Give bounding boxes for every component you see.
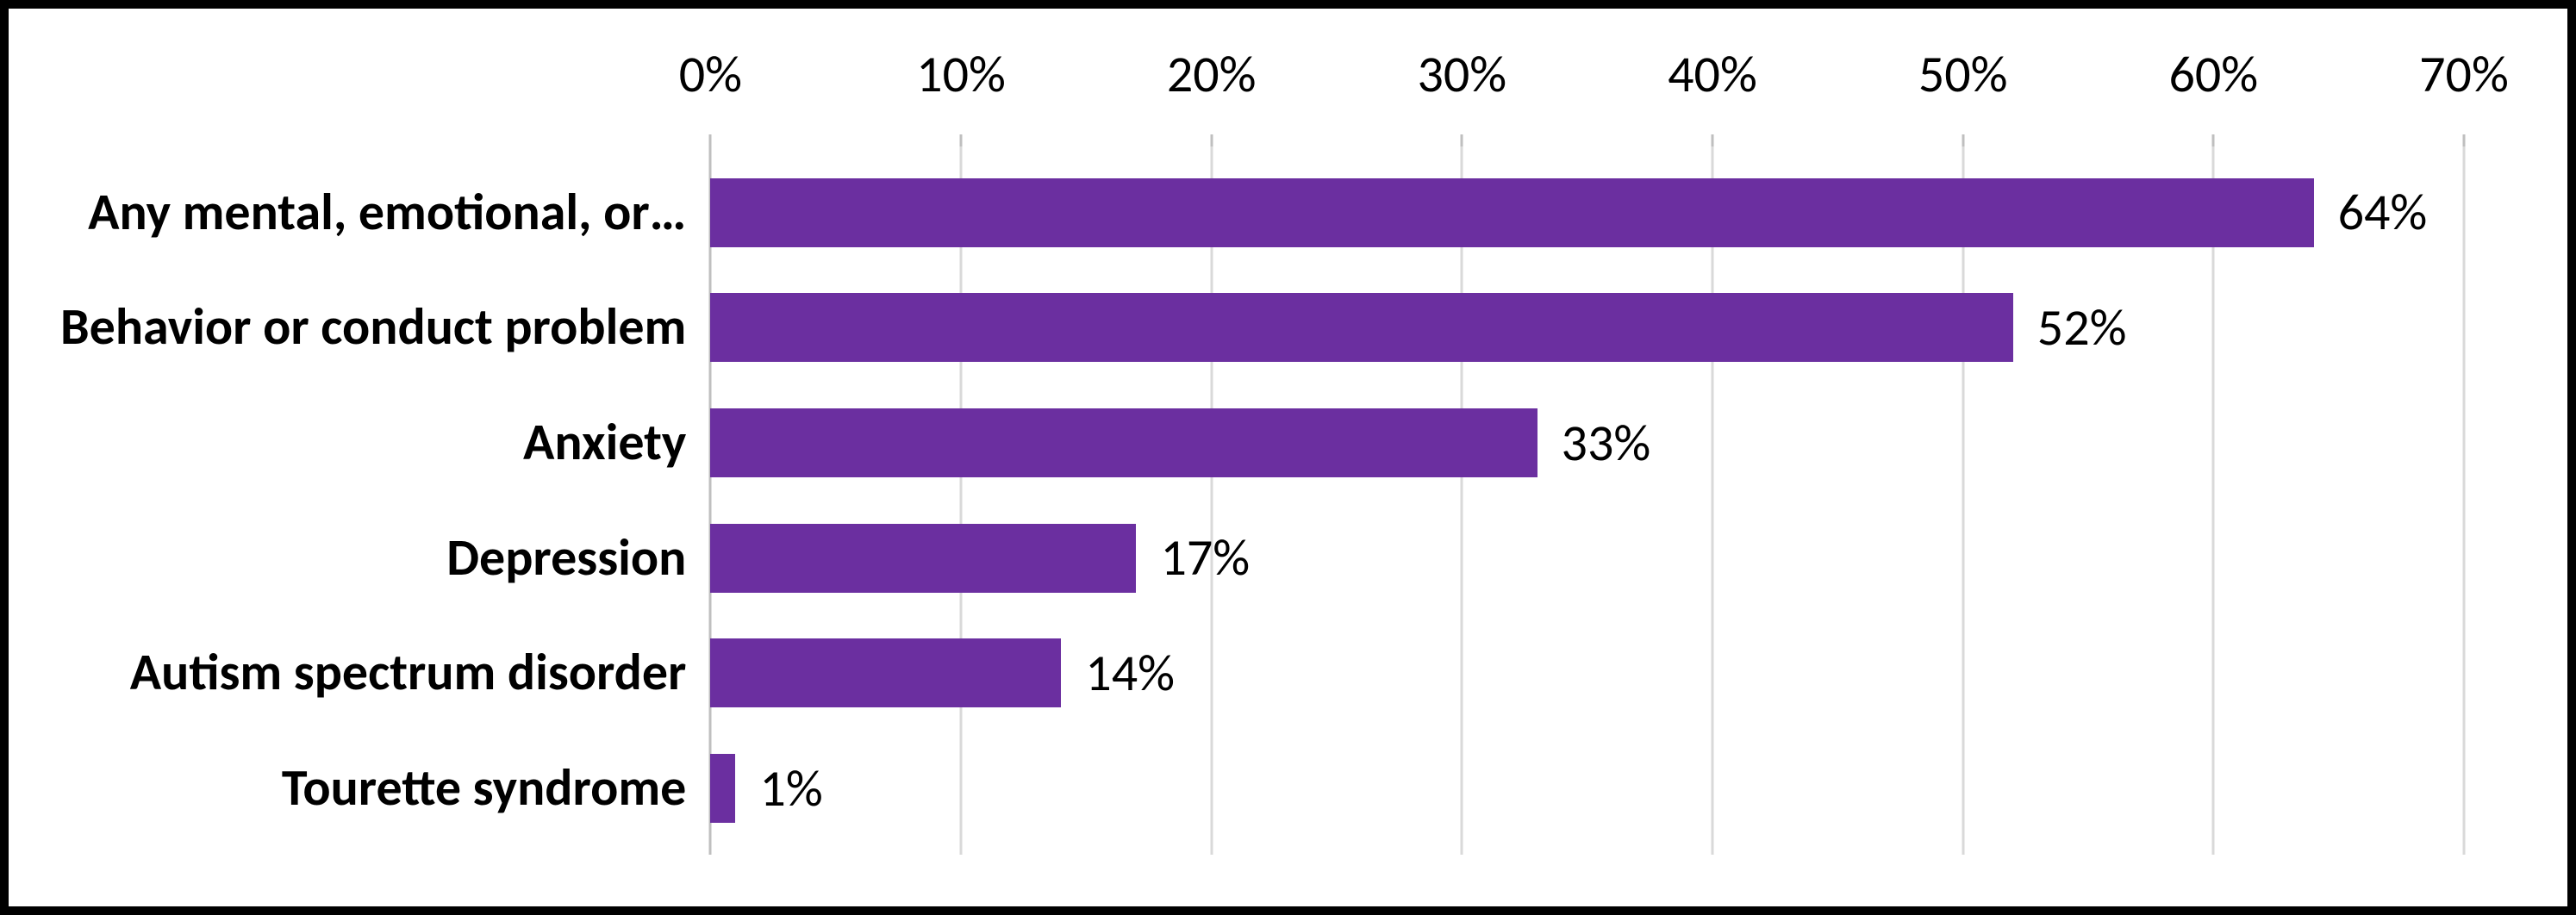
category-label: Behavior or conduct problem bbox=[60, 293, 686, 362]
tick-mark bbox=[1962, 134, 1964, 146]
tick-mark bbox=[1712, 134, 1714, 146]
value-label: 1% bbox=[759, 757, 822, 820]
x-tick-label: 40% bbox=[1668, 43, 1757, 106]
tick-mark bbox=[709, 134, 712, 146]
bar-row: 17% bbox=[710, 524, 2464, 593]
bar-row: 14% bbox=[710, 638, 2464, 707]
plot-area: 64% 52% 33% 17% 14% 1% bbox=[710, 146, 2464, 855]
value-label: 64% bbox=[2338, 181, 2428, 244]
value-label: 14% bbox=[1085, 642, 1175, 705]
value-label: 17% bbox=[1160, 526, 1250, 589]
category-label: Autism spectrum disorder bbox=[60, 638, 686, 707]
x-axis: 0%10%20%30%40%50%60%70% bbox=[710, 43, 2464, 146]
x-tick-label: 0% bbox=[679, 43, 742, 106]
x-tick-label: 30% bbox=[1417, 43, 1506, 106]
bars-container: 64% 52% 33% 17% 14% 1% bbox=[710, 146, 2464, 855]
category-labels: Any mental, emotional, or… Behavior or co… bbox=[60, 146, 710, 855]
category-label: Anxiety bbox=[60, 408, 686, 477]
bar-row: 52% bbox=[710, 293, 2464, 362]
bar bbox=[710, 754, 735, 823]
x-tick-label: 70% bbox=[2419, 43, 2509, 106]
chart-frame: Any mental, emotional, or… Behavior or co… bbox=[0, 0, 2576, 915]
bar bbox=[710, 408, 1537, 477]
plot-column: 0%10%20%30%40%50%60%70% 64%52%33%17%14%1… bbox=[710, 43, 2464, 855]
category-label: Tourette syndrome bbox=[60, 754, 686, 823]
value-label: 52% bbox=[2037, 296, 2127, 359]
category-label: Depression bbox=[60, 524, 686, 593]
x-tick-label: 60% bbox=[2168, 43, 2258, 106]
category-label: Any mental, emotional, or… bbox=[60, 178, 686, 247]
x-tick-label: 10% bbox=[916, 43, 1006, 106]
tick-mark bbox=[2463, 134, 2466, 146]
tick-mark bbox=[960, 134, 963, 146]
tick-mark bbox=[1461, 134, 1463, 146]
x-tick-label: 20% bbox=[1167, 43, 1257, 106]
bar-chart: Any mental, emotional, or… Behavior or co… bbox=[60, 43, 2464, 855]
y-axis: Any mental, emotional, or… Behavior or co… bbox=[60, 43, 710, 855]
bar bbox=[710, 638, 1061, 707]
tick-mark bbox=[1210, 134, 1213, 146]
value-label: 33% bbox=[1562, 412, 1651, 475]
bar bbox=[710, 293, 2012, 362]
bar bbox=[710, 178, 2313, 247]
bar bbox=[710, 524, 1136, 593]
x-tick-label: 50% bbox=[1918, 43, 2008, 106]
tick-mark bbox=[2212, 134, 2215, 146]
x-axis-ticks: 0%10%20%30%40%50%60%70% bbox=[710, 43, 2464, 146]
bar-row: 1% bbox=[710, 754, 2464, 823]
bar-row: 33% bbox=[710, 408, 2464, 477]
bar-row: 64% bbox=[710, 178, 2464, 247]
axis-corner-spacer bbox=[60, 43, 710, 146]
